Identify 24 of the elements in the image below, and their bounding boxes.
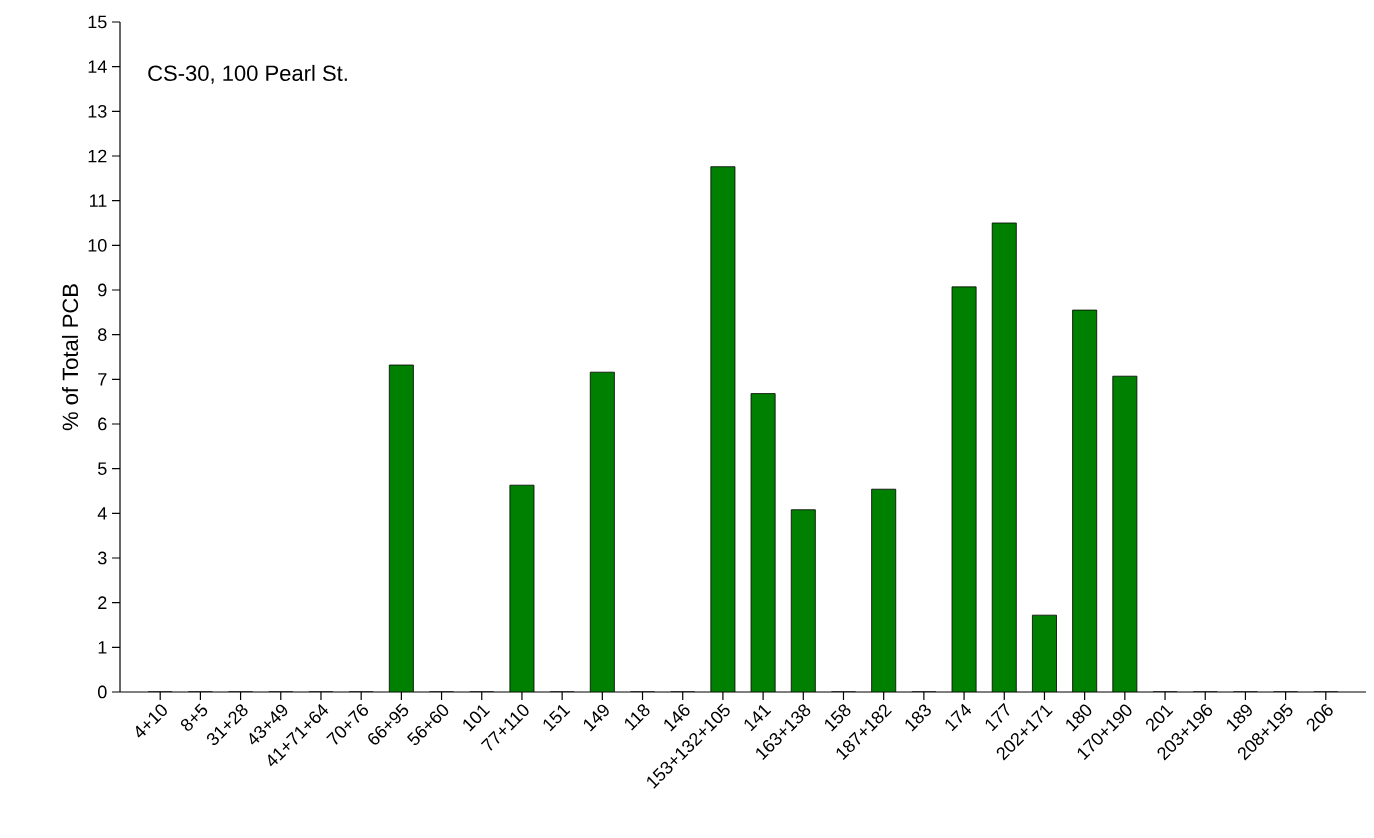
x-tick-label: 149 xyxy=(583,704,609,732)
y-tick-label: 0 xyxy=(98,685,107,699)
y-tick-label: 7 xyxy=(98,373,107,386)
x-tick-label: 206 xyxy=(1306,704,1333,732)
y-tick-label: 12 xyxy=(88,149,107,163)
y-tick-label: 4 xyxy=(97,507,107,520)
y-tick-label: 9 xyxy=(98,283,107,297)
x-tick-label: 151 xyxy=(543,705,571,732)
y-axis-title: % of Total PCB xyxy=(61,284,79,431)
y-tick-label: 3 xyxy=(97,551,107,565)
y-tick-label: 6 xyxy=(98,417,107,431)
y-tick-label: 1 xyxy=(98,641,107,654)
x-tick-label: 8+5 xyxy=(180,703,208,731)
y-tick-label: 8 xyxy=(98,328,107,342)
x-tick-label: 174 xyxy=(945,703,972,732)
x-tick-label: 183 xyxy=(905,704,931,732)
y-tick-label: 11 xyxy=(89,194,107,207)
y-tick-label: 2 xyxy=(98,596,107,609)
y-tick-label: 5 xyxy=(98,462,107,475)
y-tick-label: 14 xyxy=(88,60,107,73)
y-tick-label: 13 xyxy=(88,104,107,118)
annotation: CS-30, 100 Pearl St. xyxy=(148,64,347,84)
y-tick-label: 15 xyxy=(88,15,107,29)
y-tick-label: 10 xyxy=(88,238,107,252)
